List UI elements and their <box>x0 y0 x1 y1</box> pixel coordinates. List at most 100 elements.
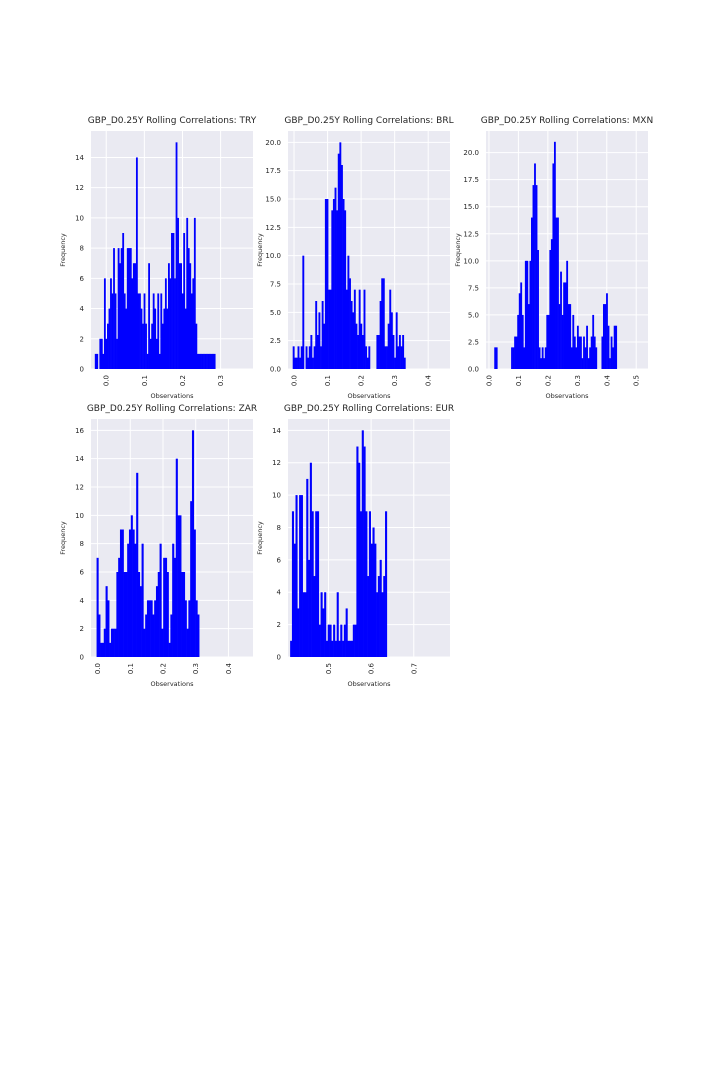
x-tick-label: 0.0 <box>94 663 102 674</box>
histogram-bar <box>532 185 535 369</box>
y-tick-label: 6 <box>80 275 85 283</box>
histogram-bar <box>210 353 213 369</box>
histogram-bar <box>360 323 363 369</box>
histogram-bar <box>195 323 198 369</box>
histogram-bar <box>333 624 336 657</box>
histogram-bar <box>305 346 308 369</box>
histogram-bar <box>595 347 598 369</box>
chart-title: GBP_D0.25Y Rolling Correlations: EUR <box>284 404 454 414</box>
histogram-bar <box>184 600 187 657</box>
histogram-bar <box>113 248 115 369</box>
histogram-bar <box>546 314 549 369</box>
y-tick-label: 12.5 <box>463 230 479 238</box>
y-axis-label: Frequency <box>59 233 67 267</box>
histogram-bar <box>544 347 547 369</box>
histogram-bar <box>196 353 199 369</box>
histogram-bar <box>347 255 350 369</box>
histogram-bar <box>175 142 178 369</box>
y-tick-label: 8 <box>277 524 281 532</box>
histogram-bar <box>197 614 200 657</box>
histogram-bar <box>209 353 211 369</box>
histogram-bar <box>100 338 103 369</box>
histogram-bar <box>381 592 384 657</box>
histogram-bar <box>123 572 126 657</box>
y-tick-label: 14 <box>75 455 84 463</box>
y-tick-label: 14 <box>272 427 281 435</box>
histogram-bar <box>356 446 359 657</box>
histogram-bar <box>213 353 216 369</box>
x-tick-label: 0.2 <box>358 375 366 386</box>
histogram-bar <box>103 278 106 369</box>
histogram-bar <box>149 338 152 369</box>
y-tick-label: 12.5 <box>265 224 281 232</box>
histogram-bar <box>146 600 150 657</box>
x-axis-label: Observations <box>348 392 392 400</box>
chart-title: GBP_D0.25Y Rolling Correlations: ZAR <box>87 404 257 414</box>
x-tick-label: 0.6 <box>368 662 376 674</box>
histogram-bar <box>328 289 331 369</box>
histogram-bar <box>578 336 581 369</box>
histogram-bar <box>152 293 155 369</box>
chart-title: GBP_D0.25Y Rolling Correlations: BRL <box>284 116 453 126</box>
histogram-bar <box>351 640 354 657</box>
y-tick-label: 4 <box>80 305 85 313</box>
x-tick-label: 0.0 <box>485 375 493 386</box>
histogram-bar <box>122 233 125 369</box>
histogram-bar <box>170 614 173 657</box>
histogram-bar <box>363 289 366 369</box>
chart-try: GBP_D0.25Y Rolling Correlations: TRY 0 2 4 6… <box>59 116 257 400</box>
histogram-bar <box>352 624 355 657</box>
histogram-bar <box>511 347 513 369</box>
histogram-bar <box>116 572 119 657</box>
y-tick-label: 7.5 <box>468 284 479 292</box>
histogram-bar <box>342 199 345 369</box>
histogram-bar <box>580 336 582 369</box>
histogram-bar <box>96 353 99 369</box>
y-tick-label: 2 <box>277 621 281 629</box>
histogram-bar <box>535 185 538 369</box>
histogram-bar <box>151 323 154 369</box>
y-tick-label: 7.5 <box>270 281 281 289</box>
histogram-bar <box>376 592 379 657</box>
x-tick-label: 0.3 <box>217 375 225 386</box>
y-tick-label: 20.0 <box>265 139 281 147</box>
histogram-bar <box>181 293 184 369</box>
histogram-bar <box>190 293 193 369</box>
histogram-bar <box>308 559 311 657</box>
histogram-bar <box>172 543 175 657</box>
histogram-bar <box>537 250 539 369</box>
histogram-bar <box>350 301 353 369</box>
histogram-bar <box>313 346 316 369</box>
histogram-bar <box>127 543 130 657</box>
histogram-bar <box>157 293 160 369</box>
histogram-bar <box>134 543 137 657</box>
histogram-bar <box>132 263 135 369</box>
histogram-bar <box>110 278 112 369</box>
histogram-bar <box>538 347 541 369</box>
histogram-bar <box>610 336 613 369</box>
histogram-bar <box>212 353 215 369</box>
histogram-bar <box>329 289 332 369</box>
histogram-bar <box>338 640 341 657</box>
x-axis-label: Observations <box>348 680 392 688</box>
histogram-bar <box>164 557 168 657</box>
histogram-bar <box>141 543 144 657</box>
histogram-bar <box>566 260 569 369</box>
histogram-bar <box>609 358 611 369</box>
histogram-bar <box>310 335 313 369</box>
histogram-bar <box>575 347 578 369</box>
histogram-bar <box>99 338 102 369</box>
histogram-bar <box>187 248 190 369</box>
histogram-bar <box>384 346 387 369</box>
histogram-bar <box>320 346 322 369</box>
histogram-bar <box>160 293 163 369</box>
histogram-bar <box>318 624 321 657</box>
chart-title: GBP_D0.25Y Rolling Correlations: TRY <box>88 116 257 126</box>
histogram-bar <box>515 336 518 369</box>
histogram-bar <box>357 335 360 369</box>
histogram-bar <box>495 347 498 369</box>
histogram-bar <box>168 642 171 657</box>
histogram-bar <box>398 335 401 369</box>
histogram-bar <box>529 260 532 369</box>
histogram-bar <box>306 478 309 657</box>
